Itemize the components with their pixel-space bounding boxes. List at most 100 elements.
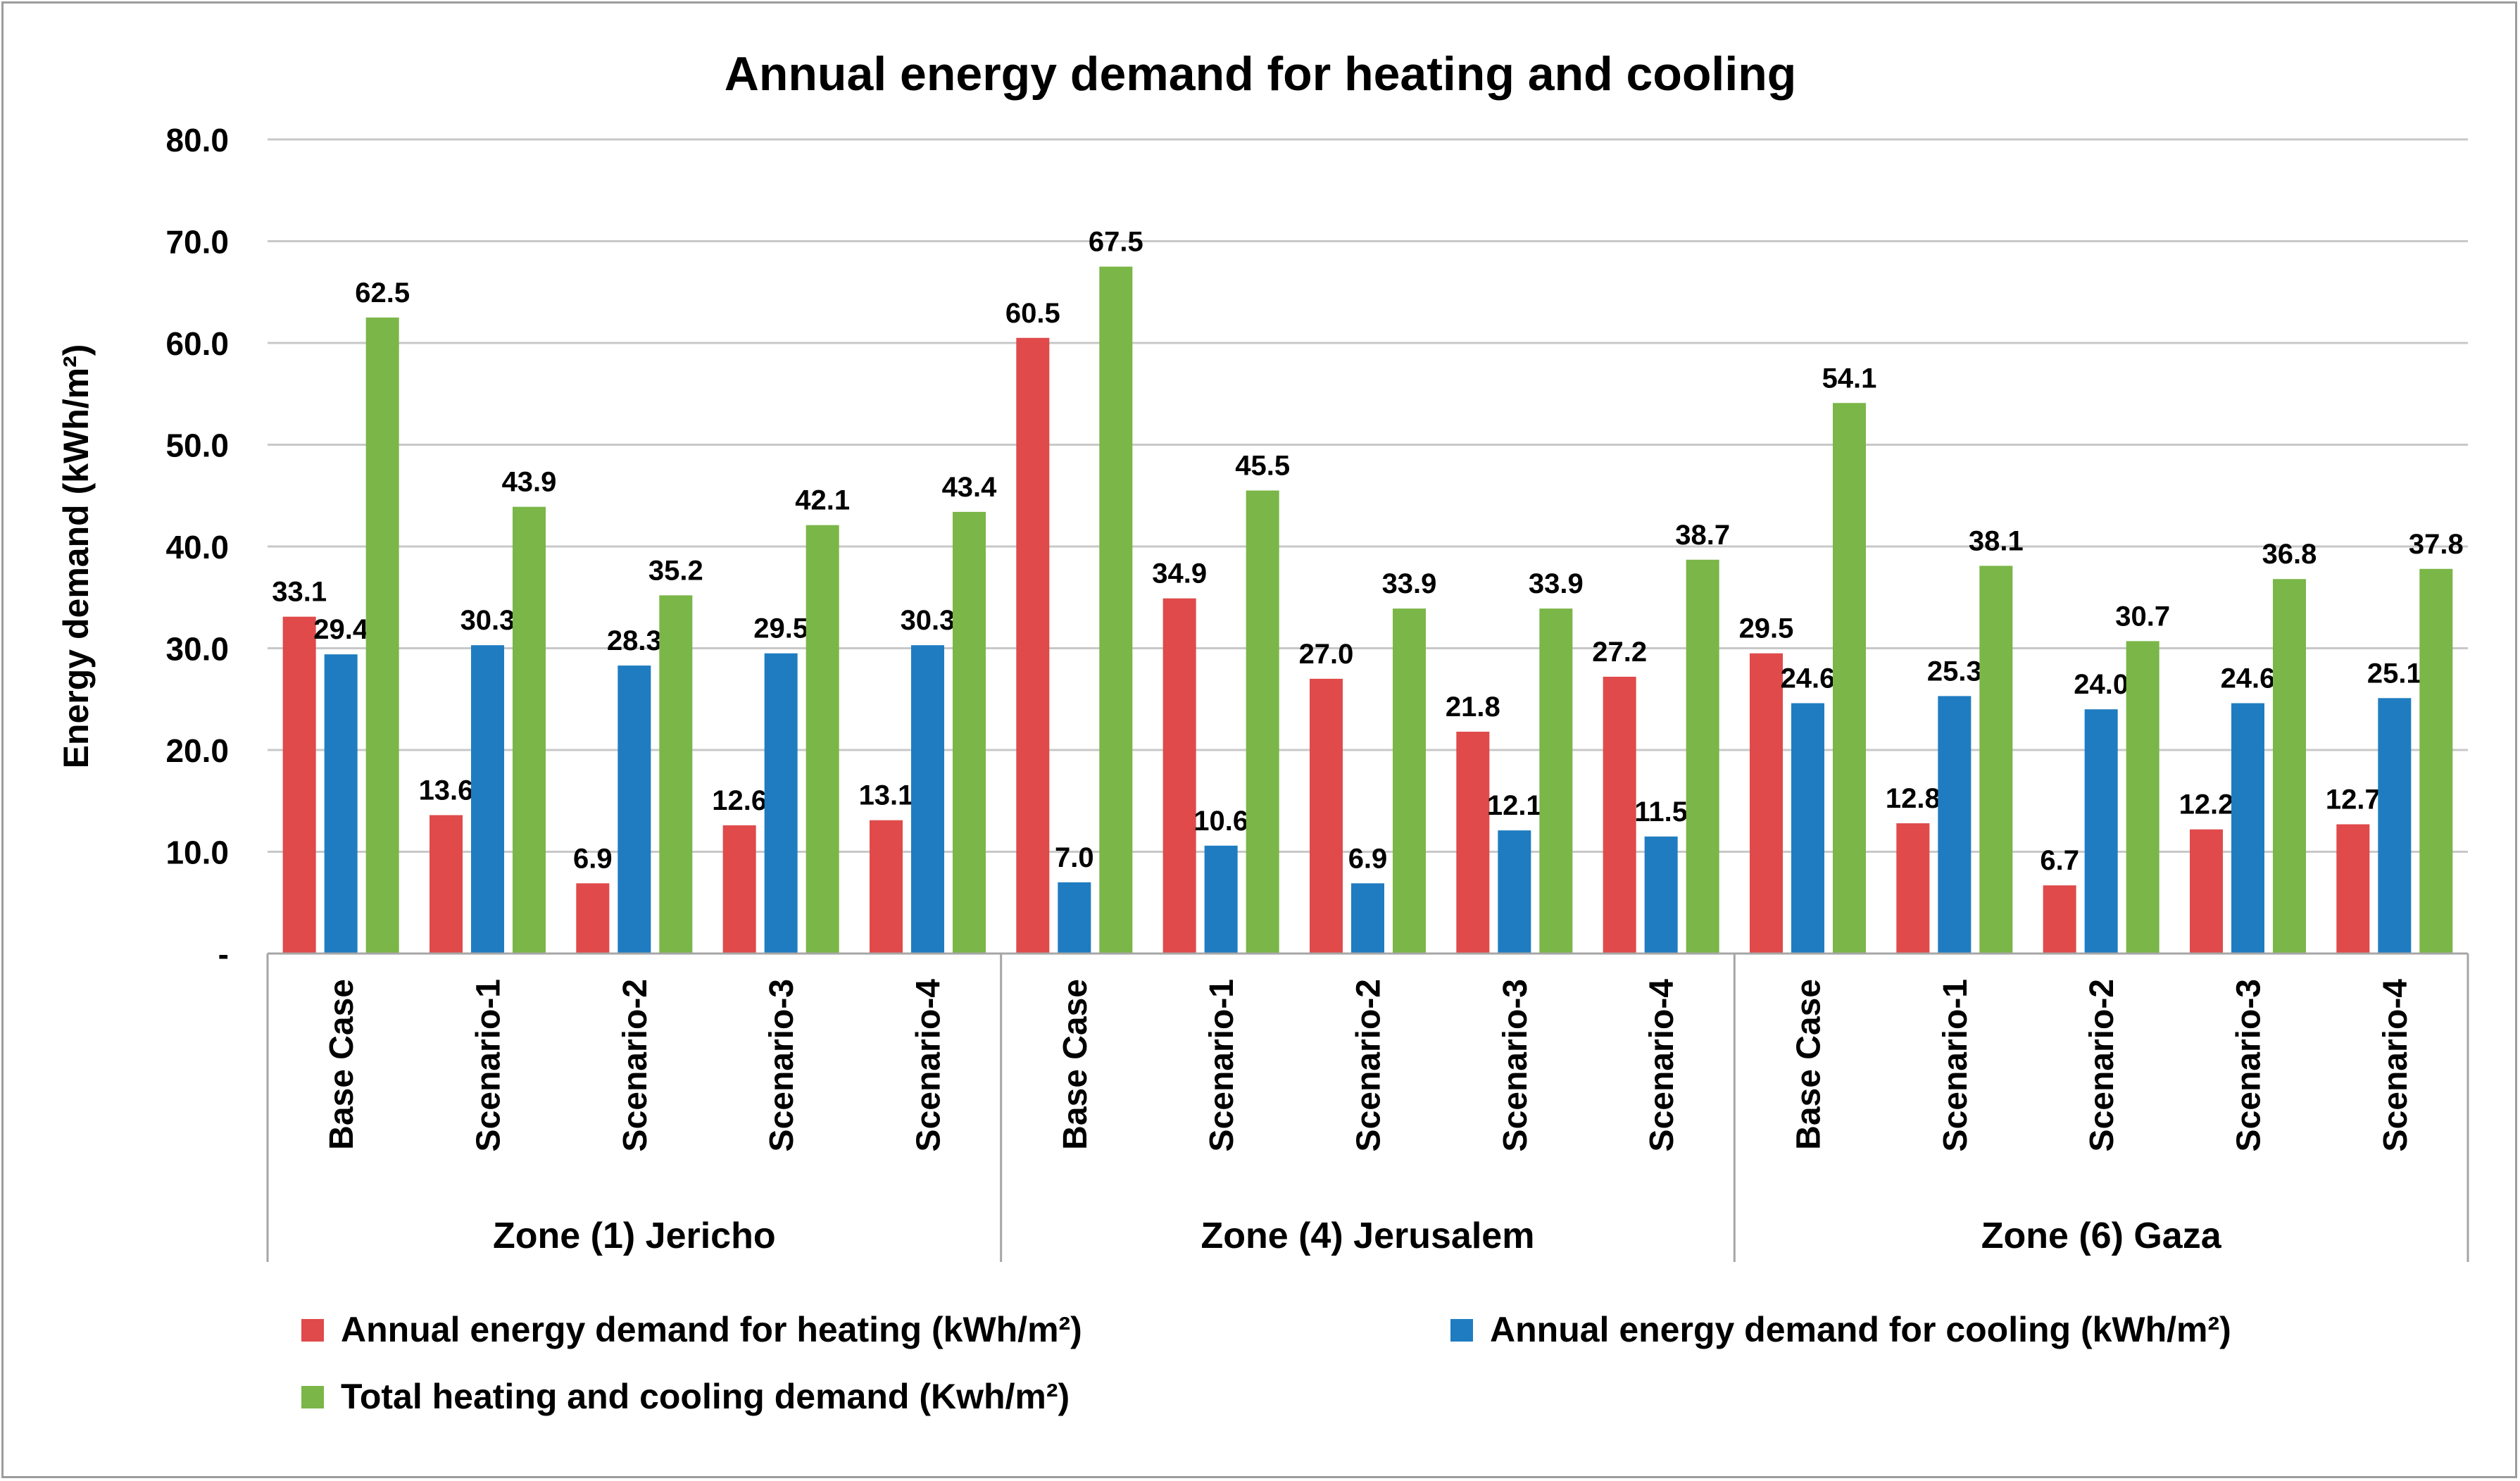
chart-title: Annual energy demand for heating and coo… xyxy=(725,47,1797,101)
bar-2 xyxy=(1204,845,1238,954)
bar-3 xyxy=(953,511,986,954)
bar-3 xyxy=(513,506,546,954)
bar-1 xyxy=(722,825,756,954)
bar-3 xyxy=(2273,579,2306,954)
bar-2 xyxy=(1058,882,1091,954)
group-label: Zone (4) Jerusalem xyxy=(1201,1216,1535,1256)
data-label: 62.5 xyxy=(355,277,410,308)
bars: 33.1 13.6 6.9 12.6 13.1 60.5 34.9 27.0 21.8 27.2 2… xyxy=(272,227,2464,954)
y-tick-label: 80.0 xyxy=(165,122,229,158)
bar-1 xyxy=(1896,823,1930,954)
data-label: 45.5 xyxy=(1235,451,1290,482)
bar-3 xyxy=(1246,490,1279,954)
data-label: 12.7 xyxy=(2326,784,2381,815)
y-tick-label: 40.0 xyxy=(165,529,229,565)
bar-1 xyxy=(2190,829,2223,954)
bar-3 xyxy=(1979,565,2013,954)
data-label: 27.2 xyxy=(1592,637,1647,668)
axes: - 10.0 20.0 30.0 40.0 50.0 60.0 70.0 80.0 Base Ca… xyxy=(165,122,2469,1262)
data-label: 37.8 xyxy=(2409,529,2464,560)
x-tick-label: Base Case xyxy=(1057,979,1094,1150)
bar-3 xyxy=(659,595,693,954)
bar-2 xyxy=(2378,698,2412,954)
bar-1 xyxy=(1456,731,1490,954)
group-label: Zone (6) Gaza xyxy=(1981,1216,2222,1256)
bar-1 xyxy=(2336,824,2370,954)
data-label: 28.3 xyxy=(607,625,662,656)
y-tick-label: 70.0 xyxy=(165,224,229,261)
data-label: 6.7 xyxy=(2040,845,2079,876)
legend: Annual energy demand for heating (kWh/m²… xyxy=(301,1310,2231,1416)
bar-2 xyxy=(1644,836,1678,954)
data-label: 24.0 xyxy=(2074,669,2129,700)
data-label: 33.9 xyxy=(1382,568,1437,599)
bar-2 xyxy=(911,645,944,954)
group-label: Zone (1) Jericho xyxy=(493,1216,776,1256)
data-label: 38.1 xyxy=(1969,525,2024,556)
data-label: 25.1 xyxy=(2367,658,2422,689)
data-label: 10.6 xyxy=(1193,806,1248,837)
x-tick-label: Scenario-3 xyxy=(763,979,801,1151)
bar-2 xyxy=(2231,703,2264,954)
data-label: 43.4 xyxy=(942,472,998,503)
bar-2 xyxy=(1498,830,1531,954)
x-tick-label: Scenario-3 xyxy=(2231,979,2268,1151)
y-tick-label: 60.0 xyxy=(165,325,229,362)
legend-label: Annual energy demand for cooling (kWh/m²… xyxy=(1490,1310,2231,1349)
bar-2 xyxy=(1938,696,1972,954)
data-label: 54.1 xyxy=(1822,363,1877,394)
bar-1 xyxy=(870,820,903,954)
y-tick-label: 50.0 xyxy=(165,427,229,464)
bar-3 xyxy=(1686,559,1719,954)
data-label: 12.2 xyxy=(2179,789,2234,820)
bar-1 xyxy=(2043,885,2076,954)
data-label: 60.5 xyxy=(1005,298,1060,329)
data-label: 42.1 xyxy=(795,485,850,516)
data-label: 33.9 xyxy=(1529,568,1584,599)
bar-1 xyxy=(1162,598,1196,954)
bar-2 xyxy=(324,654,358,954)
bar-1 xyxy=(1310,678,1343,954)
x-tick-label: Scenario-4 xyxy=(2377,979,2414,1152)
data-label: 29.5 xyxy=(753,613,808,644)
y-tick-label: 20.0 xyxy=(165,732,229,769)
data-label: 12.8 xyxy=(1886,783,1941,814)
bar-3 xyxy=(2419,568,2453,954)
data-label: 13.1 xyxy=(859,780,914,811)
data-label: 6.9 xyxy=(1348,843,1388,874)
x-tick-label: Scenario-1 xyxy=(1937,979,1974,1151)
y-tick-label: 30.0 xyxy=(165,631,229,668)
x-tick-label: Scenario-1 xyxy=(1203,979,1241,1151)
data-label: 24.6 xyxy=(2221,663,2276,694)
data-label: 67.5 xyxy=(1089,227,1143,258)
bar-2 xyxy=(2084,709,2118,954)
data-label: 13.6 xyxy=(419,775,474,806)
bar-2 xyxy=(1351,883,1384,954)
bar-2 xyxy=(1791,703,1824,954)
data-label: 38.7 xyxy=(1675,520,1730,551)
data-label: 25.3 xyxy=(1927,656,1982,687)
bar-3 xyxy=(365,317,399,954)
x-tick-label: Scenario-4 xyxy=(1643,979,1681,1152)
x-tick-label: Scenario-3 xyxy=(1497,979,1534,1151)
bar-1 xyxy=(430,815,463,954)
bar-3 xyxy=(805,525,839,954)
bar-1 xyxy=(1603,676,1636,954)
data-label: 7.0 xyxy=(1055,842,1094,873)
bar-3 xyxy=(1833,403,1866,954)
bar-1 xyxy=(282,616,316,954)
bar-3 xyxy=(1393,608,1426,954)
bar-2 xyxy=(618,665,651,954)
x-tick-label: Scenario-2 xyxy=(617,979,654,1151)
bar-1 xyxy=(1750,653,1783,954)
data-label: 24.6 xyxy=(1781,663,1836,694)
data-label: 35.2 xyxy=(648,555,703,586)
data-label: 11.5 xyxy=(1634,796,1688,827)
x-tick-label: Scenario-2 xyxy=(2083,979,2121,1151)
x-tick-label: Base Case xyxy=(323,979,361,1150)
legend-swatch xyxy=(1450,1319,1473,1342)
legend-swatch xyxy=(301,1386,324,1408)
data-label: 36.8 xyxy=(2262,539,2317,570)
